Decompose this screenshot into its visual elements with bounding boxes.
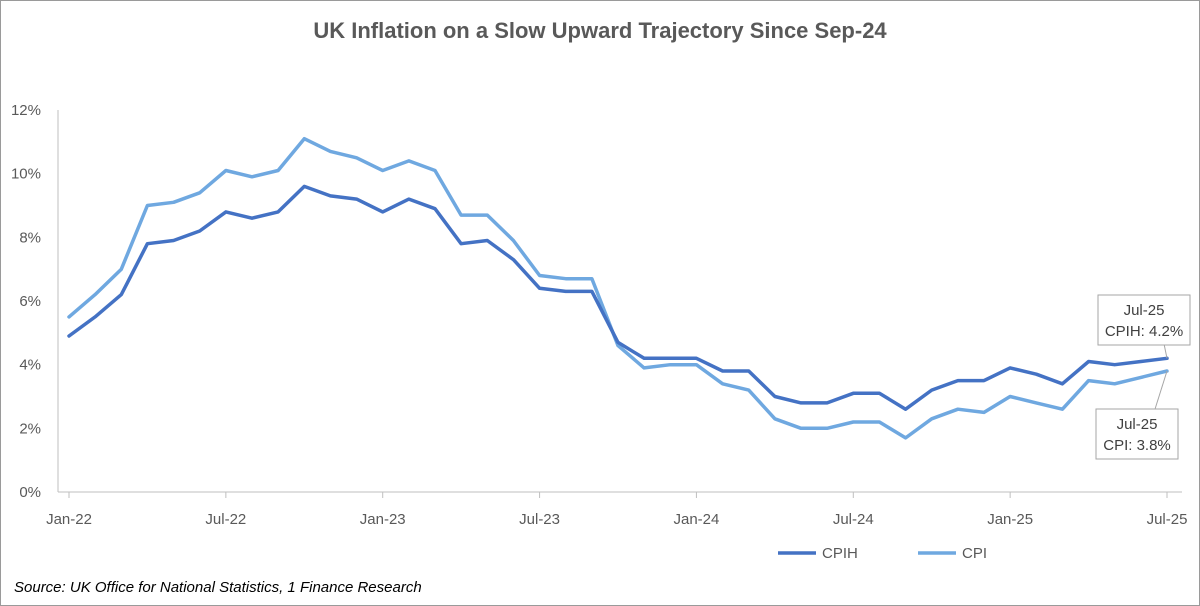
y-tick-label: 6% — [19, 293, 41, 310]
x-tick-label: Jul-25 — [1147, 511, 1188, 528]
callout-value-cpi: CPI: 3.8% — [1103, 437, 1171, 454]
x-tick-label: Jan-22 — [46, 511, 92, 528]
legend-label-cpi: CPI — [962, 545, 987, 562]
y-tick-label: 4% — [19, 357, 41, 374]
y-tick-label: 8% — [19, 229, 41, 246]
callout-box-cpih — [1097, 294, 1191, 346]
callout-label-cpi: Jul-25 — [1117, 416, 1158, 433]
y-tick-label: 10% — [11, 166, 41, 183]
x-tick-label: Jan-25 — [987, 511, 1033, 528]
x-tick-label: Jul-24 — [833, 511, 874, 528]
x-tick-label: Jul-22 — [205, 511, 246, 528]
callout-value-cpih: CPIH: 4.2% — [1105, 323, 1183, 340]
y-tick-label: 2% — [19, 420, 41, 437]
y-tick-label: 12% — [11, 102, 41, 119]
series-line-cpi — [67, 136, 1169, 440]
callout-leader-cpih — [1163, 344, 1168, 359]
callout-leader-cpi — [1154, 370, 1168, 410]
callout-box-cpi — [1095, 408, 1179, 460]
legend-label-cpih: CPIH — [822, 545, 858, 562]
source-note: Source: UK Office for National Statistic… — [14, 579, 422, 596]
chart-title: UK Inflation on a Slow Upward Trajectory… — [313, 18, 887, 43]
series-line-cpih — [67, 184, 1169, 411]
x-tick-label: Jan-23 — [360, 511, 406, 528]
y-tick-label: 0% — [19, 484, 41, 501]
x-tick-label: Jan-24 — [673, 511, 719, 528]
x-tick-label: Jul-23 — [519, 511, 560, 528]
callout-label-cpih: Jul-25 — [1124, 302, 1165, 319]
